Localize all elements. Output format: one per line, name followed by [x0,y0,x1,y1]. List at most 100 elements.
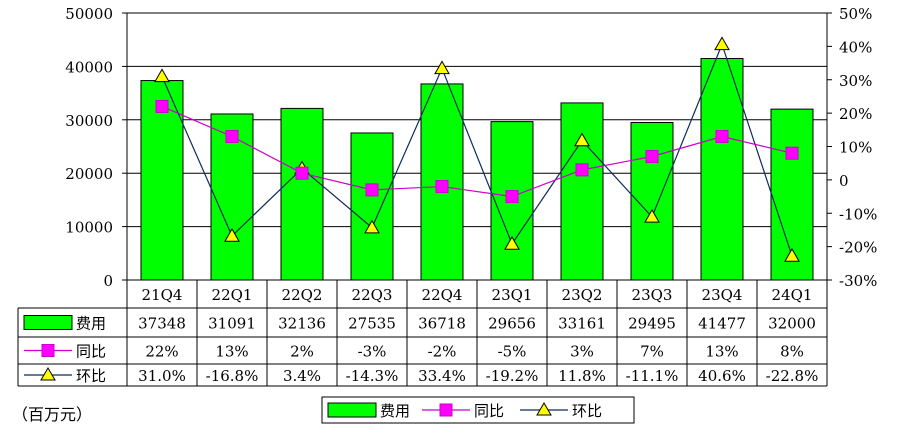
yoy-point-23Q2 [575,163,589,177]
category-label: 22Q3 [352,286,393,304]
left-tick-label: 10000 [65,219,113,237]
left-tick-label: 30000 [65,112,113,130]
category-label: 21Q4 [142,286,183,304]
qoq-point-23Q4 [714,36,730,51]
legend-key-marker [439,403,453,417]
right-tick-label: 30% [839,72,872,90]
data-label: 27535 [348,315,396,333]
data-label: 37348 [138,315,186,333]
qoq-point-23Q2 [574,132,590,147]
legend-key-marker [40,367,56,381]
data-label: 32000 [768,315,816,333]
data-label: 31091 [208,315,256,333]
row-header: 环比 [76,367,106,385]
bar-23Q4 [700,58,744,281]
data-label: -5% [498,343,527,361]
category-label: 22Q2 [282,286,323,304]
yoy-line [161,105,793,198]
data-label: 2% [290,343,314,361]
legend-key-bar [327,402,377,418]
row-header: 同比 [76,343,106,361]
yoy-point-22Q2 [295,166,309,180]
left-tick-label: 40000 [65,58,113,76]
data-label: 8% [780,343,804,361]
yoy-point-22Q4 [435,180,449,194]
category-label: 24Q1 [772,286,813,304]
legend-label: 费用 [380,402,410,420]
yoy-point-22Q3 [365,183,379,197]
category-label: 23Q4 [702,286,743,304]
data-label: 3% [570,343,594,361]
qoq-point-24Q1 [784,247,800,262]
qoq-point-23Q3 [644,208,660,223]
data-label: -22.8% [766,367,819,385]
legend-label: 同比 [474,402,504,420]
data-label: 13% [705,343,738,361]
data-label: 22% [145,343,178,361]
data-label: -16.8% [206,367,259,385]
data-label: 36718 [418,315,466,333]
qoq-point-23Q1 [504,235,520,250]
data-label: 33.4% [418,367,466,385]
data-label: 32136 [278,315,326,333]
data-label: 29656 [488,315,536,333]
right-tick-label: -10% [839,205,877,223]
qoq-point-21Q4 [154,68,170,83]
qoq-point-22Q1 [224,227,240,242]
bar-21Q4 [140,80,184,281]
qoq-point-22Q3 [364,219,380,234]
unit-note: （百万元） [12,405,92,424]
qoq-line [161,42,793,257]
data-label: 3.4% [283,367,321,385]
right-tick-label: 50% [839,5,872,23]
yoy-point-24Q1 [785,146,799,160]
legend-key-marker [536,402,552,416]
left-tick-label: 0 [103,272,113,290]
axes: 0 10000 20000 30000 40000 50000 -30% -20% -10% 0 1… [65,5,877,290]
right-tick-label: 40% [839,38,872,56]
yoy-point-22Q1 [225,129,239,143]
data-label: 7% [640,343,664,361]
category-label: 23Q2 [562,286,603,304]
category-label: 23Q3 [632,286,673,304]
category-label: 22Q4 [422,286,463,304]
category-label: 23Q1 [492,286,533,304]
bar-23Q2 [560,102,604,281]
legend: 费用 同比 环比 [321,396,635,424]
data-label: 13% [215,343,248,361]
right-tick-label: 20% [839,105,872,123]
right-tick-label: 0 [839,172,849,190]
data-label: 33161 [558,315,606,333]
data-label: 11.8% [558,367,606,385]
qoq-point-22Q4 [434,60,450,75]
data-label: -2% [428,343,457,361]
data-label: -11.1% [626,367,679,385]
line-series [154,36,800,262]
legend-key-marker [41,344,55,357]
data-label: 29495 [628,315,676,333]
right-tick-label: -20% [839,239,877,257]
yoy-point-23Q1 [505,190,519,204]
bar-series [140,58,814,281]
data-label: -19.2% [486,367,539,385]
data-label: 31.0% [138,367,186,385]
right-tick-label: 10% [839,139,872,157]
data-label: -3% [358,343,387,361]
left-tick-label: 20000 [65,165,113,183]
yoy-point-23Q3 [645,150,659,164]
legend-label: 环比 [572,402,602,420]
data-label: 41477 [698,315,746,333]
category-label: 22Q1 [212,286,253,304]
yoy-point-21Q4 [155,99,169,113]
yoy-point-23Q4 [715,129,729,143]
data-table: 21Q4 22Q1 22Q2 22Q3 22Q4 23Q1 23Q2 23Q3 23Q4 24Q1… [17,279,828,387]
bar-22Q3 [350,132,394,281]
data-label: 40.6% [698,367,746,385]
data-label: -14.3% [346,367,399,385]
row-header: 费用 [76,315,106,333]
right-tick-label: -30% [839,272,877,290]
legend-key-bar [23,315,73,330]
left-tick-label: 50000 [65,5,113,23]
bar-22Q2 [280,107,324,281]
